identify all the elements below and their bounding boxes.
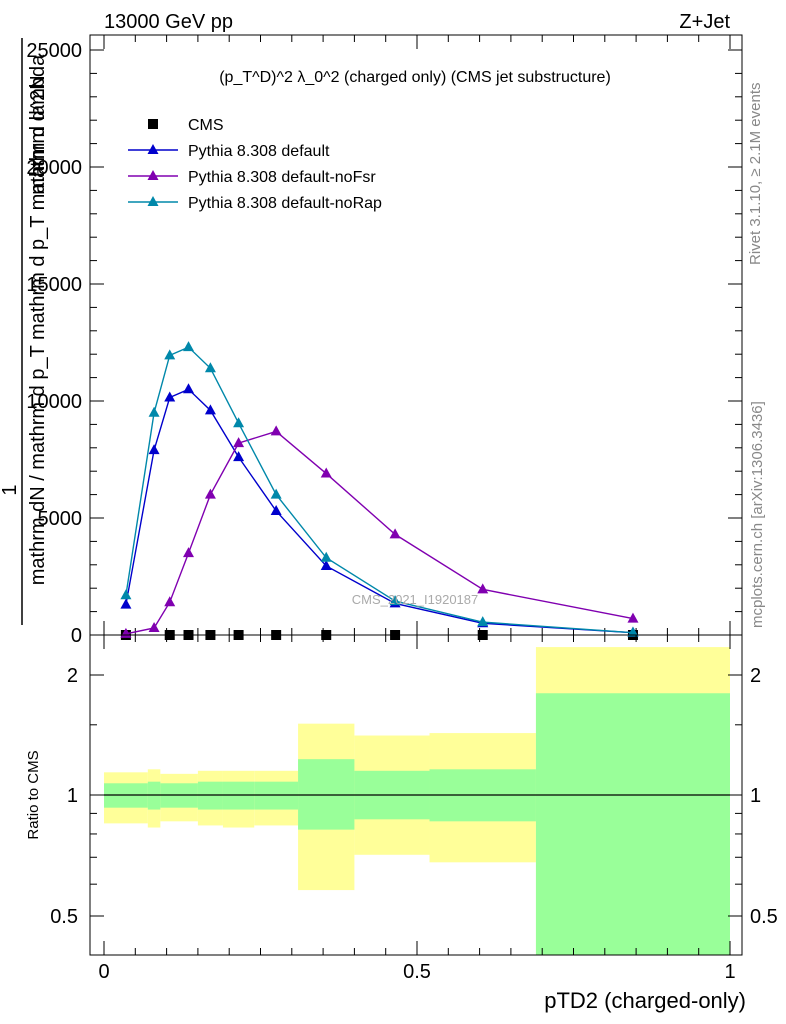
mc-data-point	[148, 621, 160, 632]
uncertainty-band-inner	[147, 781, 161, 810]
mc-data-point	[233, 437, 245, 448]
uncertainty-band-inner	[254, 781, 299, 810]
mc-data-point	[204, 362, 216, 373]
mc-data-point	[320, 551, 332, 562]
mc-data-point	[320, 467, 332, 478]
uncertainty-band-inner	[197, 781, 223, 810]
legend-label: Pythia 8.308 default-noFsr	[188, 169, 376, 186]
mc-data-point	[389, 528, 401, 539]
mc-data-point	[183, 547, 195, 558]
y-axis-label: 1	[0, 484, 21, 495]
mc-data-point	[204, 404, 216, 415]
header-left: 13000 GeV pp	[104, 11, 233, 33]
main-ytick-label: 10000	[26, 391, 82, 413]
mcplots-label: mcplots.cern.ch [arXiv:1306.3436]	[749, 401, 766, 628]
legend-marker	[147, 144, 159, 154]
series-line	[125, 346, 634, 634]
ratio-panel: 0.5 0.5 1 1 2 2 0 0.5 1 pTD2 (charged-only)	[50, 634, 778, 1013]
legend-marker	[147, 170, 159, 180]
main-ytick-label: 5000	[38, 508, 83, 530]
main-ytick-label: 25000	[26, 40, 82, 62]
ratio-xtick-label: 0	[98, 961, 109, 983]
mc-data-point	[120, 598, 132, 609]
legend-label: Pythia 8.308 default	[188, 143, 330, 160]
x-axis-label: pTD2 (charged-only)	[544, 988, 746, 1013]
mc-data-point	[233, 417, 245, 428]
legend-marker	[148, 119, 158, 129]
mc-data-point	[270, 425, 282, 436]
watermark: CMS_2021_I1920187	[352, 592, 479, 607]
mc-data-point	[120, 589, 132, 600]
mc-data-point	[320, 559, 332, 570]
ratio-ytick-label-right: 1	[750, 785, 761, 807]
uncertainty-band-inner	[535, 693, 730, 955]
mc-data-point	[164, 596, 176, 607]
uncertainty-band-inner	[222, 781, 255, 810]
ratio-ytick-label-right: 0.5	[750, 906, 778, 928]
y-axis-label: mathrm d^2N	[27, 75, 49, 194]
ratio-xtick-label: 1	[724, 961, 735, 983]
rivet-label: Rivet 3.1.10, ≥ 2.1M events	[747, 83, 764, 266]
mc-data-point	[164, 349, 176, 360]
mc-data-point	[270, 504, 282, 515]
ratio-xtick-label: 0.5	[403, 961, 431, 983]
header-right: Z+Jet	[679, 11, 730, 33]
ratio-ytick-label: 1	[67, 785, 78, 807]
chart-title: (p_T^D)^2 λ_0^2 (charged only) (CMS jet …	[219, 69, 611, 86]
main-panel: 0 5000 10000 15000 20000 25000 (p_T^D)^2 λ_0^2…	[0, 34, 743, 647]
ratio-ytick-label: 0.5	[50, 906, 78, 928]
main-ytick-label: 20000	[26, 157, 82, 179]
ratio-ytick-label-right: 2	[750, 665, 761, 687]
mc-data-point	[270, 488, 282, 499]
mc-data-point	[148, 444, 160, 455]
mc-data-point	[627, 612, 639, 623]
y-axis-label: mathrm dN / mathrm d p_T mathrm d p_T ma…	[27, 54, 49, 585]
mc-data-point	[389, 595, 401, 606]
legend-label: CMS	[188, 117, 224, 134]
legend-marker	[147, 196, 159, 206]
mc-data-point	[477, 583, 489, 594]
main-ytick-label: 15000	[26, 274, 82, 296]
mc-data-point	[148, 406, 160, 417]
mc-data-point	[183, 383, 195, 394]
ratio-ytick-label: 2	[67, 665, 78, 687]
mc-data-point	[164, 391, 176, 402]
ratio-ylabel: Ratio to CMS	[25, 750, 42, 839]
mc-data-point	[627, 626, 639, 637]
legend-label: Pythia 8.308 default-noRap	[188, 195, 382, 212]
mc-data-point	[477, 616, 489, 627]
mc-data-point	[204, 488, 216, 499]
mc-data-point	[183, 341, 195, 352]
main-ytick-label: 0	[71, 625, 82, 647]
mc-data-point	[233, 451, 245, 462]
